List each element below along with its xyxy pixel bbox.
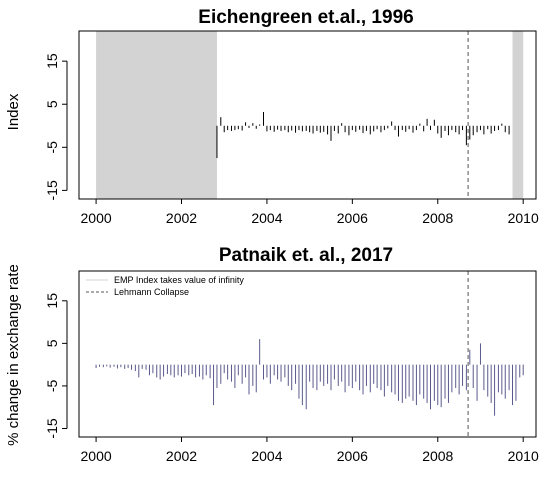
legend-label-lehmann: Lehmann Collapse [114,287,189,297]
x-tick-label: 2010 [508,448,539,464]
x-tick-label: 2006 [337,448,368,464]
x-tick-label: 2000 [81,448,112,464]
x-tick-label: 2002 [166,210,197,226]
x-tick-label: 2004 [251,448,282,464]
y-tick-label: 5 [44,339,60,347]
shaded-region [96,31,217,199]
chart-panel-eichengreen: Eichengreen et.al., 1996 Index -15-5515 … [5,7,539,226]
y-tick-label: 15 [44,53,60,69]
legend-label-infinity: EMP Index takes value of infinity [114,275,244,285]
y-axis: -15 -5 5 15 [44,53,68,201]
y-tick-label: -5 [44,141,60,154]
y-tick-label: -15 [44,180,60,200]
x-tick-label: 2008 [422,448,453,464]
y-tick-label: -15 [44,418,60,438]
y-tick-label: 15 [44,293,60,309]
shaded-region [512,31,524,199]
y-tick-label: -5 [44,379,60,392]
x-tick-label: 2006 [337,210,368,226]
x-axis: 2000 2002 2004 2006 2008 2010 [81,437,539,464]
legend: EMP Index takes value of infinity Lehman… [86,275,244,297]
chart-title: Patnaik et. al., 2017 [219,245,393,266]
x-axis: 2000 2002 2004 2006 2008 2010 [81,199,539,226]
x-tick-label: 2002 [166,448,197,464]
x-tick-label: 2000 [81,210,112,226]
bars [95,339,524,416]
shaded-regions [96,31,524,199]
x-tick-label: 2010 [508,210,539,226]
y-tick-label: 5 [44,100,60,108]
y-axis-title: % change in exchange rate [5,264,22,446]
bars [216,111,510,159]
x-tick-label: 2004 [251,210,282,226]
y-axis-title: Index [5,93,22,130]
plot-frame [78,270,537,438]
x-tick-label: 2008 [422,210,453,226]
plot-frame [78,30,537,200]
chart-title: Eichengreen et.al., 1996 [198,7,413,28]
chart-panel-patnaik: Patnaik et. al., 2017 % change in exchan… [5,245,539,464]
y-axis: -15 -5 5 15 [44,293,68,439]
